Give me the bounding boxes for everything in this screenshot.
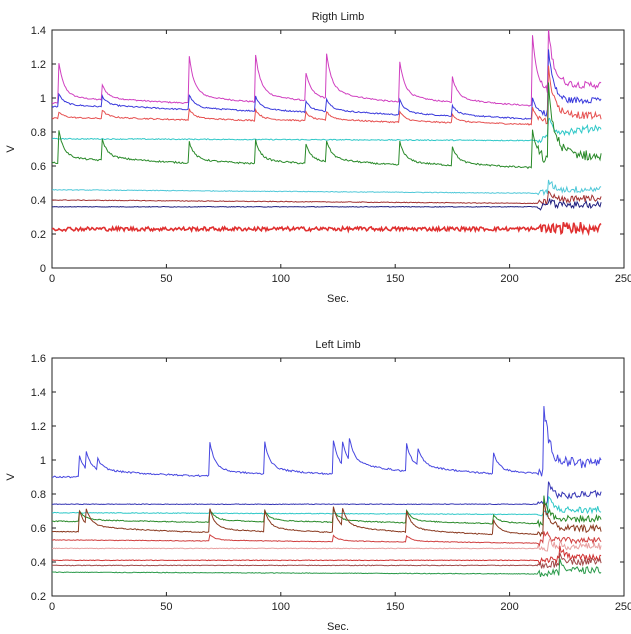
x-tick-label: 250 xyxy=(615,601,631,613)
series-line xyxy=(52,406,602,479)
y-tick-label: 0 xyxy=(40,263,46,275)
chart-title: Left Limb xyxy=(315,339,360,351)
series-line xyxy=(52,65,602,126)
y-tick-label: 0.4 xyxy=(31,195,46,207)
x-tick-label: 0 xyxy=(49,273,55,285)
series-line xyxy=(52,545,602,565)
y-tick-label: 0.8 xyxy=(31,127,46,139)
y-tick-label: 1 xyxy=(40,93,46,105)
series-line xyxy=(52,558,602,578)
y-axis-label: V xyxy=(5,145,17,153)
series-line xyxy=(52,221,602,237)
series-line xyxy=(52,82,602,170)
x-tick-label: 200 xyxy=(500,273,518,285)
x-axis-label: Sec. xyxy=(327,293,349,305)
x-tick-label: 100 xyxy=(272,273,290,285)
y-tick-label: 1.4 xyxy=(31,387,46,399)
series-line xyxy=(52,552,602,570)
chart-left-limb: Left Limb 0 50 100 150 200 250 0.2 0.4 0.6 0.8 1 1.2… xyxy=(5,339,631,633)
series-line xyxy=(52,538,602,552)
x-tick-label: 100 xyxy=(272,601,290,613)
series-line xyxy=(52,49,602,120)
series-line xyxy=(52,503,602,538)
y-tick-label: 1.4 xyxy=(31,25,46,37)
y-tick-label: 1.6 xyxy=(31,353,46,365)
series-line xyxy=(52,30,602,107)
y-tick-label: 0.4 xyxy=(31,557,46,569)
x-tick-label: 50 xyxy=(160,601,172,613)
series-line xyxy=(52,531,602,548)
y-tick-label: 0.8 xyxy=(31,489,46,501)
x-tick-label: 0 xyxy=(49,601,55,613)
y-tick-label: 1.2 xyxy=(31,421,46,433)
series-line xyxy=(52,495,602,529)
x-tick-label: 150 xyxy=(386,273,404,285)
y-tick-label: 1.2 xyxy=(31,59,46,71)
series-line xyxy=(52,179,602,196)
x-axis-label: Sec. xyxy=(327,621,349,633)
x-tick-label: 200 xyxy=(500,601,518,613)
x-tick-label: 250 xyxy=(615,273,631,285)
x-tick-label: 150 xyxy=(386,601,404,613)
series-line xyxy=(52,190,602,207)
series-line xyxy=(52,198,602,211)
y-tick-label: 1 xyxy=(40,455,46,467)
y-tick-label: 0.2 xyxy=(31,591,46,603)
series-line xyxy=(52,481,602,506)
y-tick-label: 0.6 xyxy=(31,523,46,535)
chart-title: Rigth Limb xyxy=(312,11,365,23)
series-line xyxy=(52,495,602,517)
y-tick-label: 0.6 xyxy=(31,161,46,173)
plot-area xyxy=(51,357,625,597)
x-tick-label: 50 xyxy=(160,273,172,285)
series-line xyxy=(52,117,602,144)
y-tick-label: 0.2 xyxy=(31,229,46,241)
y-axis-label: V xyxy=(5,473,17,481)
chart-right-limb: Rigth Limb 0 50 100 150 200 250 0 0.2 0.4 0.6 0.8 1 1… xyxy=(5,11,631,305)
